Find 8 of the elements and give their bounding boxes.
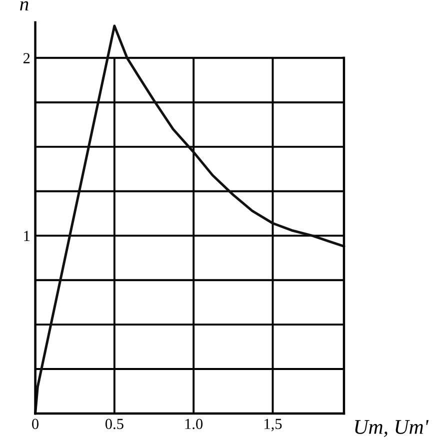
x-tick-label: 0.5 — [105, 418, 124, 430]
x-axis-title: Um, Um' — [355, 420, 429, 437]
x-tick-label: 1,5 — [264, 418, 282, 432]
x-tick-label: 0 — [32, 418, 39, 430]
y-tick-label: 1 — [24, 230, 30, 241]
y-axis-title: n — [20, 1, 28, 10]
y-tick-label: 2 — [23, 53, 30, 64]
x-tick-label: 1.0 — [185, 418, 203, 430]
